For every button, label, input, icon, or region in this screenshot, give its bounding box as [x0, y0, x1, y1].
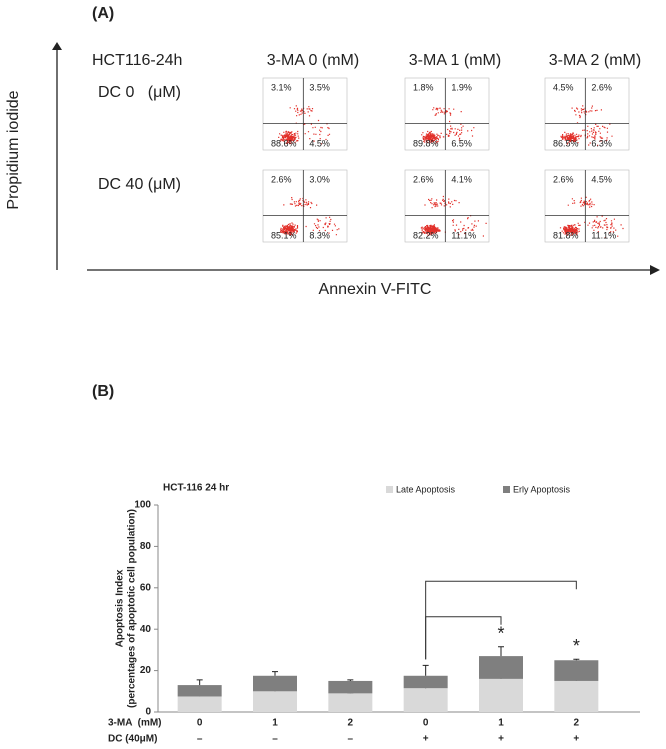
- plot-frame: [544, 77, 630, 151]
- error-bar: [272, 671, 278, 676]
- legend-swatch: [503, 486, 510, 493]
- column-header: 3-MA 2 (mM): [549, 52, 641, 69]
- quadrant-percent: 1.8%: [413, 82, 434, 92]
- quadrant-percent: 88.6%: [271, 138, 297, 148]
- x-tick-label: 2: [574, 718, 580, 729]
- bar-segment: [328, 680, 373, 694]
- y-axis-label: Apoptosis Index: [115, 569, 126, 647]
- quadrant-percent: 6.5%: [451, 138, 472, 148]
- significance: *: [573, 636, 580, 656]
- bar-segment: [554, 680, 599, 712]
- column-header: 3-MA 1 (mM): [409, 52, 501, 69]
- significance: *: [497, 624, 504, 644]
- error-bar: [196, 679, 203, 686]
- y-tick-label: 60: [140, 582, 152, 593]
- quadrant-percent: 11.1%: [451, 230, 476, 240]
- x-axis-label: Annexin V-FITC: [319, 281, 432, 298]
- scatter-dots: [559, 196, 624, 239]
- quadrant-percent: 81.8%: [553, 230, 579, 240]
- quadrant-percent: 2.6%: [591, 82, 612, 92]
- bar-segment: [554, 660, 599, 681]
- bar-segment: [403, 675, 448, 689]
- panel-label: (A): [92, 5, 114, 22]
- quadrant-percent: 6.3%: [591, 138, 612, 148]
- x-tick-label: 2: [348, 718, 354, 729]
- scatter-dots: [280, 197, 340, 236]
- y-tick-label: 40: [140, 624, 152, 635]
- y-axis-label: (percentages of apoptotic cell populatio…: [127, 509, 138, 708]
- bar-segment: [403, 688, 448, 712]
- bar-segment: [177, 685, 222, 697]
- x-tick-label: +: [423, 734, 429, 745]
- quadrant-percent: 3.0%: [309, 174, 330, 184]
- quadrant-percent: 4.1%: [451, 174, 472, 184]
- row-label: DC 40 (μM): [98, 176, 181, 193]
- legend-label: Late Apoptosis: [396, 484, 456, 494]
- y-axis-label: Propidium iodide: [5, 90, 22, 209]
- quadrant-percent: 8.3%: [309, 230, 330, 240]
- error-bar: [422, 664, 429, 676]
- scatter-dots: [421, 107, 475, 145]
- legend-swatch: [386, 486, 393, 493]
- plot-frame: [262, 169, 348, 243]
- quadrant-percent: 85.1%: [271, 230, 297, 240]
- x-tick-label: –: [197, 734, 203, 745]
- plot-frame: [544, 169, 630, 243]
- quadrant-percent: 89.8%: [413, 138, 439, 148]
- quadrant-percent: 2.6%: [271, 174, 292, 184]
- quadrant-percent: 4.5%: [309, 138, 330, 148]
- bar-segment: [479, 678, 523, 712]
- x-tick-label: 1: [272, 718, 278, 729]
- quadrant-percent: 2.6%: [413, 174, 434, 184]
- scatter-dots: [420, 195, 487, 237]
- error-bar: [573, 658, 580, 661]
- bar-segment: [177, 696, 222, 712]
- quadrant-percent: 86.5%: [553, 138, 579, 148]
- quadrant-percent: 82.2%: [413, 230, 439, 240]
- x-tick-label: +: [573, 734, 579, 745]
- legend-label: Erly Apoptosis: [513, 484, 571, 494]
- error-bar: [347, 679, 354, 681]
- quadrant-percent: 4.5%: [553, 82, 574, 92]
- bar-segment: [253, 691, 297, 712]
- y-tick-label: 20: [140, 665, 152, 676]
- x-tick-label: 0: [423, 718, 429, 729]
- chart-title: HCT-116 24 hr: [163, 483, 229, 494]
- x-tick-label: 0: [197, 718, 203, 729]
- y-tick-label: 0: [145, 707, 151, 718]
- quadrant-percent: 1.9%: [451, 82, 472, 92]
- arrow-head: [52, 42, 62, 50]
- x-tick-label: +: [498, 734, 504, 745]
- bar-segment: [328, 693, 373, 712]
- scatter-dots: [278, 105, 331, 145]
- quadrant-percent: 4.5%: [591, 174, 612, 184]
- comparison-bracket: [425, 616, 502, 660]
- x-tick-label: 1: [498, 718, 504, 729]
- quadrant-percent: 3.5%: [309, 82, 330, 92]
- cell-line: HCT116-24h: [92, 52, 182, 69]
- error-bar: [498, 646, 504, 657]
- bar-segment: [253, 675, 297, 692]
- x-tick-label: –: [272, 734, 278, 745]
- quadrant-percent: 3.1%: [271, 82, 292, 92]
- y-tick-label: 100: [134, 500, 151, 511]
- row-label: 3-MA (mM): [108, 718, 162, 729]
- plot-frame: [404, 77, 490, 151]
- scatter-dots: [560, 105, 613, 146]
- comparison-bracket: [425, 580, 577, 660]
- plot-frame: [262, 77, 348, 151]
- column-header: 3-MA 0 (mM): [267, 52, 359, 69]
- row-label: DC (40μM): [108, 734, 157, 745]
- row-label: DC 0 (μM): [98, 84, 181, 101]
- panel-label: (B): [92, 383, 114, 400]
- arrow-head: [650, 265, 660, 275]
- y-tick-label: 80: [140, 541, 152, 552]
- quadrant-percent: 11.1%: [591, 230, 616, 240]
- bar-segment: [479, 656, 523, 679]
- quadrant-percent: 2.6%: [553, 174, 574, 184]
- x-tick-label: –: [348, 734, 354, 745]
- plot-frame: [404, 169, 490, 243]
